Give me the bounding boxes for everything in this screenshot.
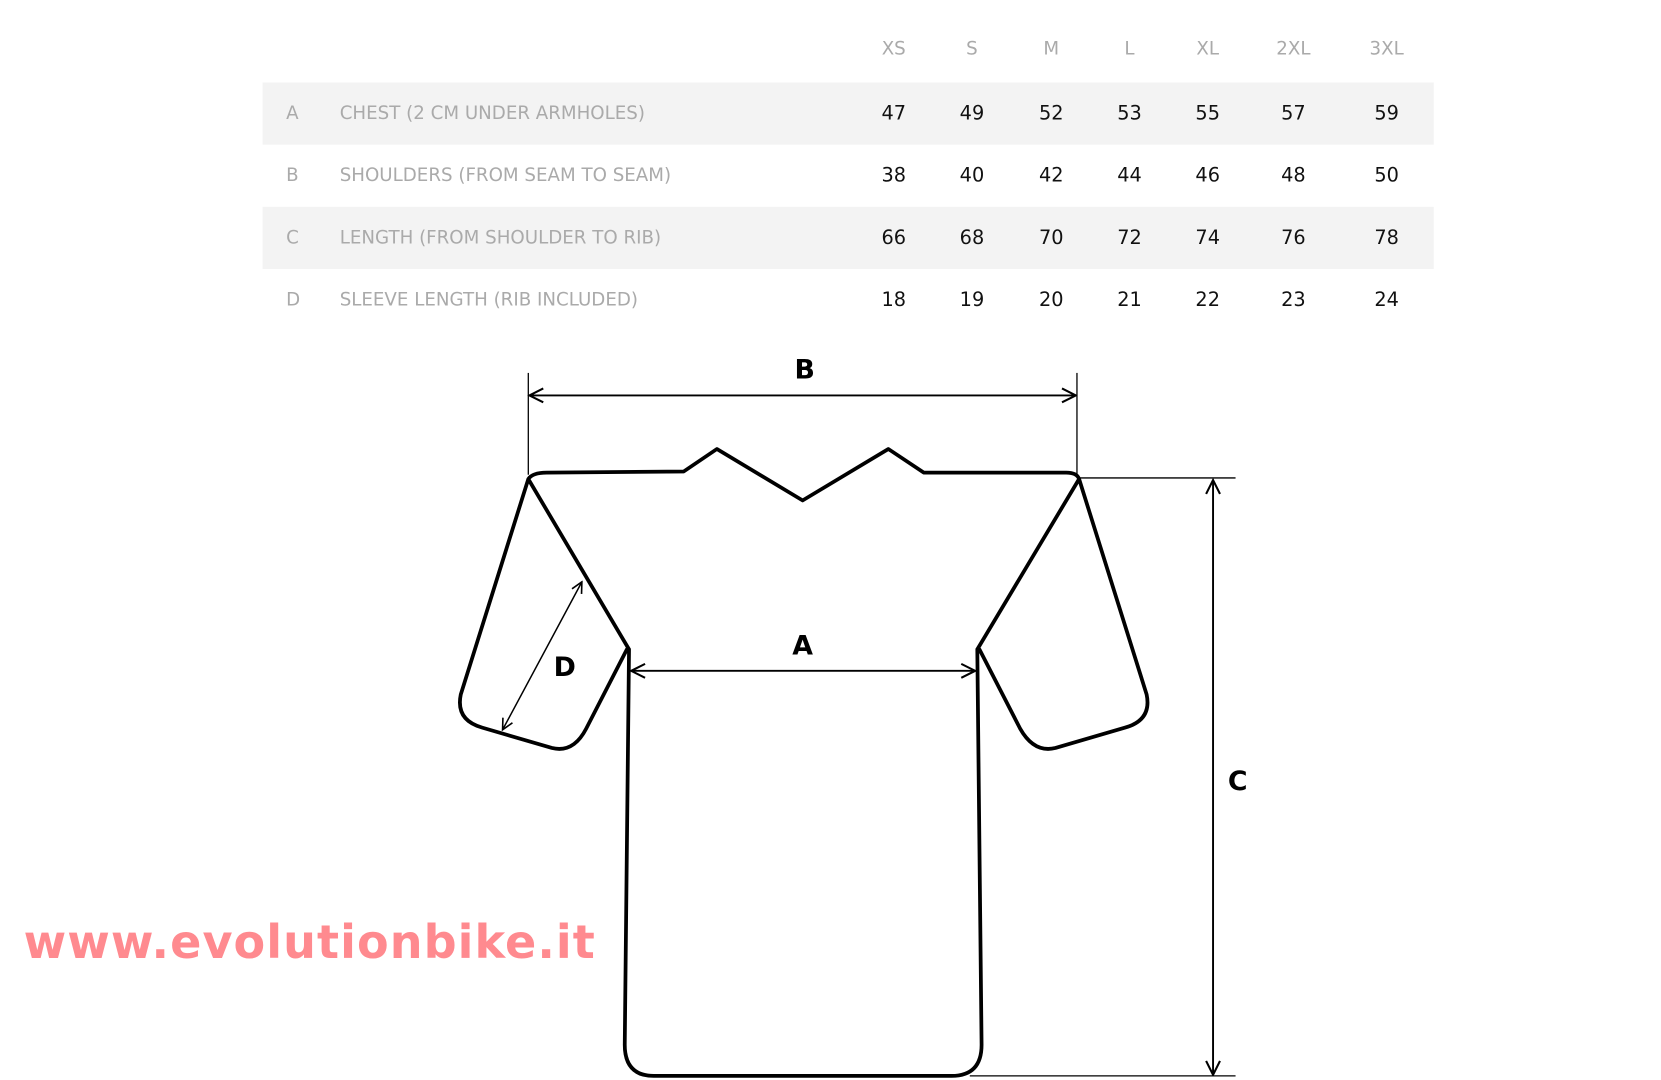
measurement-cell: 53 xyxy=(1117,102,1142,125)
row-label: LENGTH (FROM SHOULDER TO RIB) xyxy=(339,227,662,249)
measurement-cell: 42 xyxy=(1038,164,1064,187)
measurement-cell: 19 xyxy=(959,288,985,312)
measurement-cell: 18 xyxy=(881,288,906,312)
measurement-cell: 59 xyxy=(1374,102,1399,125)
row-label: SHOULDERS (FROM SEAM TO SEAM) xyxy=(339,165,672,187)
row-label: SLEEVE LENGTH (RIB INCLUDED) xyxy=(339,289,638,311)
watermark: www.evolutionbike.it xyxy=(23,916,596,970)
size-header-2xl: 2XL xyxy=(1276,38,1311,61)
size-header-xs: XS xyxy=(881,38,906,61)
measurement-cell: 66 xyxy=(881,226,906,250)
row-letter: D xyxy=(286,289,301,311)
row-letter: C xyxy=(286,227,299,249)
measurement-cell: 38 xyxy=(881,164,906,187)
dimension-d-arrow xyxy=(503,582,582,730)
row-label: CHEST (2 CM UNDER ARMHOLES) xyxy=(339,102,645,125)
measurement-cell: 49 xyxy=(959,102,985,125)
measurement-cell: 44 xyxy=(1117,164,1142,187)
label-c: C xyxy=(1228,766,1248,797)
measurement-cell: 55 xyxy=(1195,102,1220,125)
measurement-cell: 40 xyxy=(959,164,985,187)
table-row: A CHEST (2 CM UNDER ARMHOLES) 47 49 52 53 55 5… xyxy=(262,82,1434,145)
measurement-cell: 76 xyxy=(1281,226,1306,250)
row-letter: B xyxy=(286,165,299,187)
label-b: B xyxy=(795,354,815,385)
measurement-cell: 74 xyxy=(1195,226,1220,250)
size-header-l: L xyxy=(1124,38,1135,61)
measurement-cell: 21 xyxy=(1117,288,1142,312)
table-row: C LENGTH (FROM SHOULDER TO RIB) 66 68 70 72 7… xyxy=(262,206,1434,269)
measurement-cell: 72 xyxy=(1117,226,1142,250)
measurement-cell: 46 xyxy=(1195,164,1220,187)
measurement-cell: 24 xyxy=(1374,288,1399,312)
measurement-cell: 78 xyxy=(1374,226,1399,250)
measurement-cell: 20 xyxy=(1038,288,1064,312)
measurement-cell: 68 xyxy=(959,226,985,250)
size-header-3xl: 3XL xyxy=(1369,38,1404,61)
measurement-cell: 47 xyxy=(881,102,906,125)
size-header-s: S xyxy=(966,38,978,61)
size-header-m: M xyxy=(1043,38,1060,61)
measurement-cell: 52 xyxy=(1038,102,1064,125)
measurement-cell: 22 xyxy=(1195,288,1220,312)
label-a: A xyxy=(792,631,813,662)
measurement-cell: 70 xyxy=(1038,226,1064,250)
size-header-xl: XL xyxy=(1196,38,1220,61)
table-row: D SLEEVE LENGTH (RIB INCLUDED) 18 19 20 21 22… xyxy=(263,269,1434,331)
tshirt-outline xyxy=(458,447,1150,1078)
measurement-cell: 57 xyxy=(1281,102,1306,125)
measurement-cell: 50 xyxy=(1374,164,1399,187)
label-d: D xyxy=(554,652,576,683)
measurement-cell: 48 xyxy=(1281,164,1306,187)
row-letter: A xyxy=(286,102,299,125)
table-row: B SHOULDERS (FROM SEAM TO SEAM) 38 40 42 44 4… xyxy=(263,145,1434,207)
measurement-cell: 23 xyxy=(1281,288,1306,312)
